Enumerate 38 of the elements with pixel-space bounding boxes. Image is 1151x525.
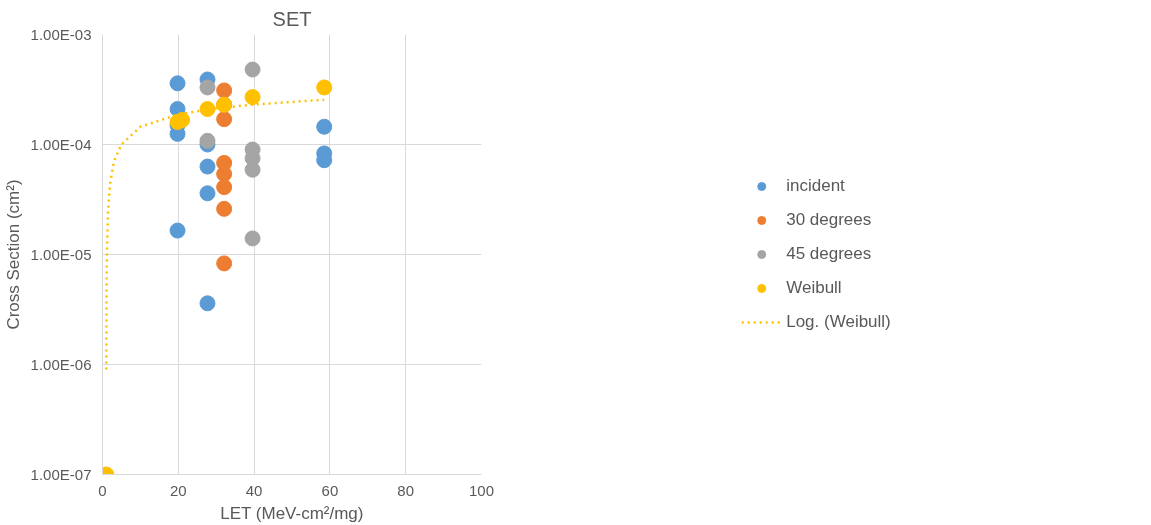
point bbox=[199, 158, 216, 175]
point bbox=[216, 111, 233, 128]
legend-label: Weibull bbox=[786, 278, 842, 298]
point bbox=[216, 200, 233, 217]
point bbox=[216, 179, 233, 196]
y-tick-label: 1.00E-07 bbox=[30, 466, 92, 483]
point bbox=[199, 101, 216, 118]
point bbox=[169, 75, 186, 92]
point bbox=[216, 82, 233, 99]
legend-label: Log. (Weibull) bbox=[786, 312, 891, 332]
point bbox=[199, 185, 216, 202]
point bbox=[199, 295, 216, 312]
y-tick-label: 1.00E-05 bbox=[30, 246, 92, 263]
x-tick-label: 40 bbox=[245, 481, 263, 499]
y-tick-label: 1.00E-03 bbox=[30, 26, 92, 43]
x-tick-label: 80 bbox=[397, 481, 415, 499]
chart-title: SET bbox=[272, 7, 312, 30]
x-axis-title: LET (MeV-cm²/mg) bbox=[220, 503, 364, 523]
x-tick-label: 0 bbox=[98, 481, 107, 499]
point bbox=[216, 255, 233, 272]
x-tick-label: 60 bbox=[321, 481, 339, 499]
y-tick-label: 1.00E-04 bbox=[30, 136, 92, 153]
legend-label: incident bbox=[786, 176, 845, 196]
legend-label: 30 degrees bbox=[786, 210, 872, 230]
point bbox=[169, 222, 186, 239]
x-tick-label: 20 bbox=[169, 481, 187, 499]
point bbox=[244, 89, 261, 106]
y-tick-label: 1.00E-06 bbox=[30, 356, 92, 373]
point bbox=[199, 132, 216, 149]
y-axis-title: Cross Section (cm²) bbox=[3, 179, 23, 330]
point bbox=[199, 79, 216, 96]
point bbox=[244, 61, 261, 78]
point bbox=[316, 118, 333, 135]
point bbox=[174, 112, 191, 128]
point bbox=[244, 230, 261, 247]
legend-label: 45 degrees bbox=[786, 244, 872, 264]
point bbox=[316, 79, 333, 96]
x-tick-label: 100 bbox=[468, 481, 495, 499]
